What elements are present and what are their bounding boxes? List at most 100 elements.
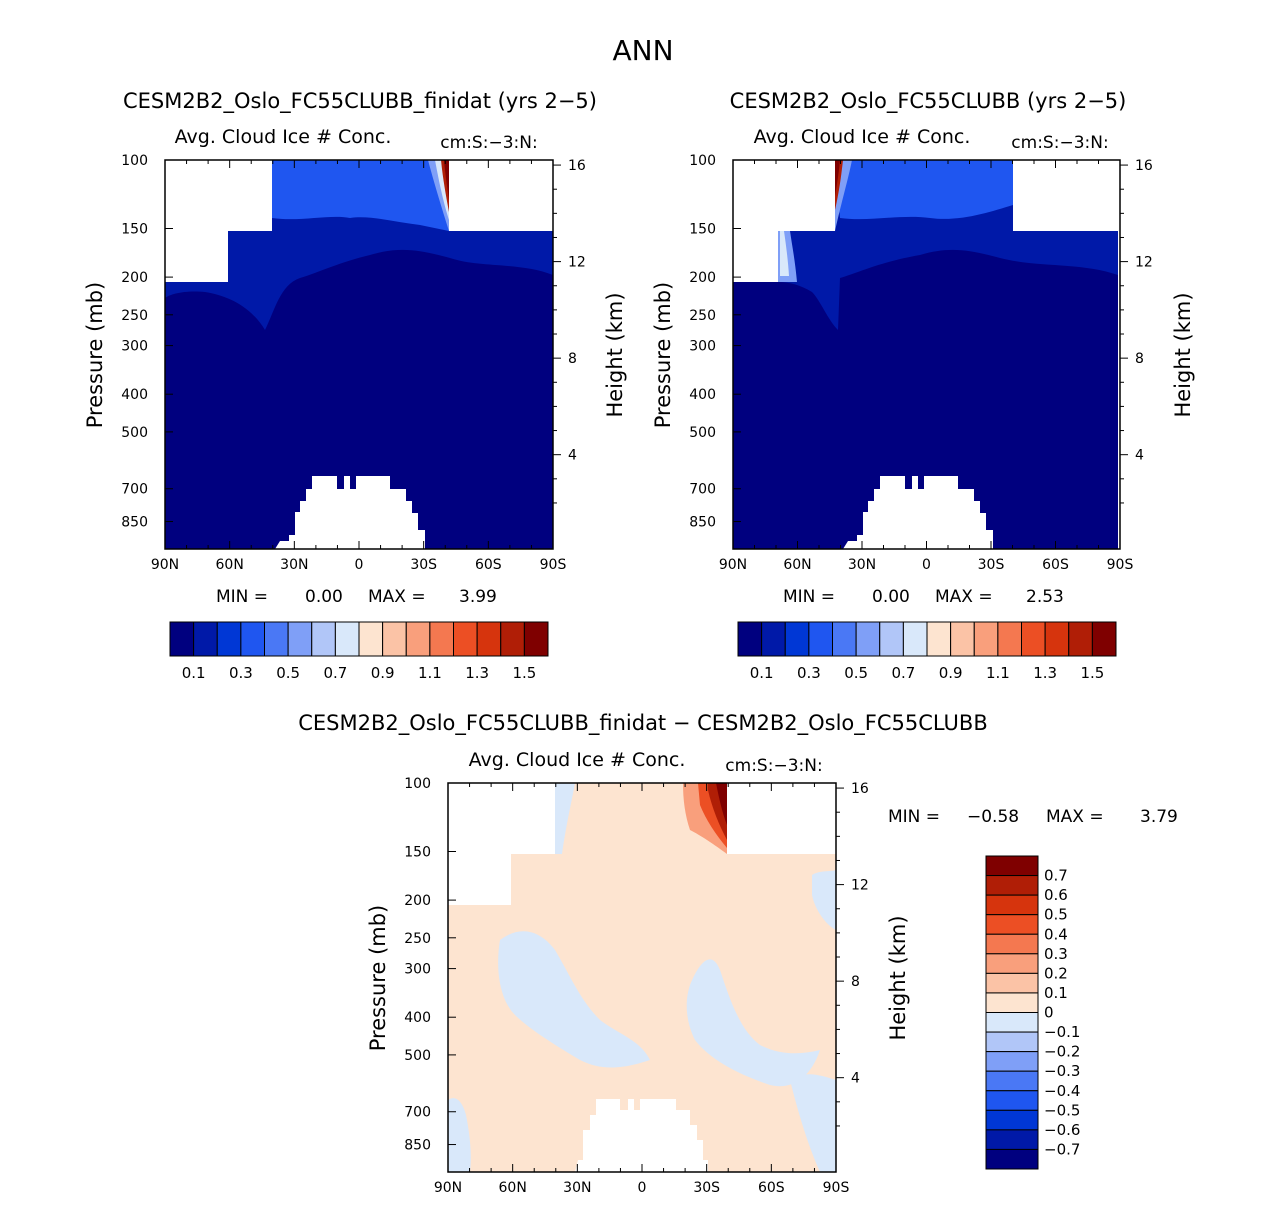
colorbar-box <box>985 933 1039 955</box>
colorbar-box <box>1091 621 1117 657</box>
field-title: Avg. Cloud Ice # Conc. <box>754 126 971 148</box>
y2-tick-label: 4 <box>568 448 577 464</box>
y2-tick-label: 8 <box>568 351 577 367</box>
y2-tick-label: 12 <box>1135 255 1153 271</box>
colorbar-label: 0.3 <box>797 664 821 682</box>
colorbar-label: 0.9 <box>371 664 395 682</box>
y2-axis-label: Height (km) <box>886 915 910 1040</box>
colorbar-box <box>985 1012 1039 1033</box>
colorbar-box <box>1021 621 1046 657</box>
colorbar-box <box>997 621 1022 657</box>
x-tick-label: 60S <box>475 557 502 573</box>
colorbar-box <box>985 894 1039 916</box>
colorbar-label: 0.7 <box>1044 867 1068 885</box>
colorbar-label: 0.5 <box>276 664 300 682</box>
colorbar-box <box>855 621 881 657</box>
missing-topography <box>575 1099 708 1172</box>
units-label: cm:S:−3:N: <box>1011 133 1108 153</box>
x-tick-label: 30N <box>280 557 308 573</box>
colorbar-label: 0.5 <box>844 664 868 682</box>
field-negative-band-b <box>686 959 820 1087</box>
y2-tick-label: 16 <box>1135 158 1153 174</box>
colorbar-box <box>985 1070 1039 1092</box>
colorbar-box <box>193 621 218 657</box>
colorbar-box <box>216 621 242 657</box>
field-negative-lower-left <box>448 1098 471 1172</box>
colorbar-box <box>985 1031 1039 1053</box>
missing-top-left <box>733 160 835 282</box>
colorbar-box <box>405 621 431 657</box>
colorbar-box <box>311 621 336 657</box>
y-tick-label: 500 <box>404 1048 431 1064</box>
colorbar-box <box>358 621 384 657</box>
y-tick-label: 200 <box>689 270 716 286</box>
colorbar: 0.1 0.3 0.5 0.7 0.9 1.1 1.3 1.5 <box>737 621 1117 682</box>
field-negative-top <box>555 783 575 854</box>
colorbar-box <box>784 621 810 657</box>
x-tick-label: 90S <box>540 557 567 573</box>
x-tick-label: 30S <box>410 557 437 573</box>
colorbar-box <box>985 992 1039 1013</box>
field-title: Avg. Cloud Ice # Conc. <box>175 126 392 148</box>
colorbar-label: 0.2 <box>1044 964 1068 982</box>
colorbar-label: 0.7 <box>323 664 347 682</box>
y2-tick-label: 12 <box>568 255 586 271</box>
colorbar-label: −0.6 <box>1044 1121 1080 1139</box>
colorbar-label: 0 <box>1044 1004 1054 1022</box>
colorbar-label: −0.3 <box>1044 1062 1080 1080</box>
min-value: 0.00 <box>872 587 910 607</box>
x-tick-label: 60N <box>216 557 244 573</box>
y2-axis-label: Height (km) <box>1171 292 1195 417</box>
x-tick-label: 60N <box>499 1180 527 1196</box>
colorbar-box <box>985 1148 1039 1170</box>
x-tick-label: 60N <box>783 557 811 573</box>
colorbar-box <box>737 621 763 657</box>
colorbar-box <box>985 1090 1039 1111</box>
colorbar-box <box>985 914 1039 935</box>
y-tick-label: 700 <box>121 482 148 498</box>
y-axis-label: Pressure (mb) <box>83 282 107 429</box>
field-negative-right <box>812 870 836 930</box>
missing-top-left <box>165 160 272 282</box>
colorbar-box <box>240 621 265 657</box>
colorbar-label: −0.5 <box>1044 1101 1080 1119</box>
max-label: MAX = <box>935 587 993 607</box>
max-value: 3.99 <box>459 587 497 607</box>
contour-field <box>165 160 553 549</box>
colorbar-label: 1.3 <box>1033 664 1057 682</box>
colorbar-box <box>950 621 975 657</box>
x-tick-label: 60S <box>1042 557 1069 573</box>
y-tick-label: 150 <box>689 221 716 237</box>
colorbar-label: 0.1 <box>1044 984 1068 1002</box>
colorbar-label: 1.3 <box>465 664 489 682</box>
colorbar-label: 1.5 <box>512 664 536 682</box>
field-negative-band-a <box>498 931 650 1068</box>
colorbar-label: 0.1 <box>182 664 206 682</box>
colorbar-label: 0.1 <box>750 664 774 682</box>
missing-top-right <box>1013 160 1120 231</box>
colorbar-label: 0.9 <box>939 664 963 682</box>
x-tick-label: 0 <box>638 1180 647 1196</box>
colorbar-box <box>973 621 999 657</box>
x-tick-label: 90N <box>434 1180 462 1196</box>
x-tick-label: 90S <box>823 1180 850 1196</box>
colorbar-label: −0.1 <box>1044 1023 1080 1041</box>
y-tick-label: 100 <box>121 153 148 169</box>
y-tick-label: 300 <box>121 339 148 355</box>
colorbar-label: −0.4 <box>1044 1082 1080 1100</box>
colorbar-box <box>1044 621 1070 657</box>
field-top-band <box>835 160 1013 220</box>
max-label: MAX = <box>368 587 426 607</box>
y-tick-label: 850 <box>121 515 148 531</box>
y-tick-label: 850 <box>689 515 716 531</box>
colorbar-box <box>523 621 549 657</box>
colorbar-label: 0.3 <box>1044 945 1068 963</box>
panel-right: CESM2B2_Oslo_FC55CLUBB (yrs 2−5) Avg. Cl… <box>651 89 1195 682</box>
y2-tick-label: 4 <box>851 1071 860 1087</box>
min-label: MIN = <box>783 587 835 607</box>
x-tick-label: 90N <box>719 557 747 573</box>
y-tick-label: 500 <box>121 425 148 441</box>
missing-top-right <box>449 160 553 231</box>
colorbar-label: 0.7 <box>891 664 915 682</box>
field-base <box>448 783 836 1172</box>
